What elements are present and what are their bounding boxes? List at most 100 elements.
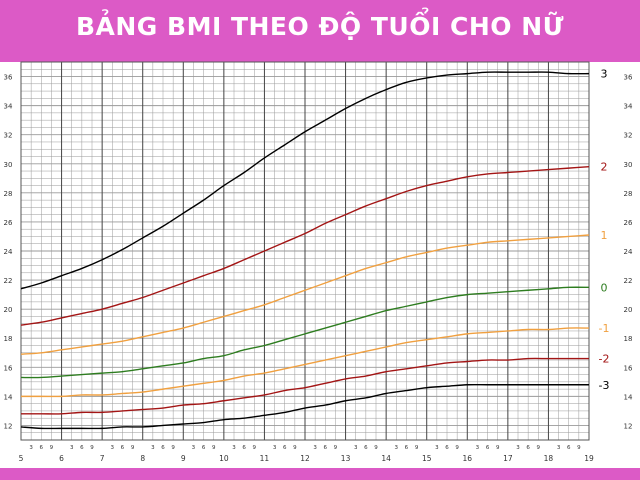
x-tick-label: 13 (341, 454, 351, 463)
x-minor-label: 9 (374, 445, 378, 451)
x-minor-label: 3 (70, 445, 74, 451)
x-minor-label: 3 (313, 445, 317, 451)
series-line-0 (20, 286, 590, 379)
series-line-2 (20, 165, 590, 326)
x-minor-label: 9 (131, 445, 135, 451)
series-label-0: 0 (601, 281, 608, 294)
y-tick-label-left: 20 (4, 306, 13, 314)
y-tick-label-right: 24 (624, 248, 633, 256)
series-label-1: 1 (601, 229, 608, 242)
x-tick-label: 15 (422, 454, 432, 463)
x-minor-label: 9 (212, 445, 216, 451)
y-tick-label-right: 12 (624, 422, 633, 430)
chart-title: BẢNG BMI THEO ĐỘ TUỔI CHO NỮ (75, 12, 565, 41)
y-tick-label-right: 18 (624, 335, 633, 343)
x-minor-label: 3 (29, 445, 33, 451)
x-minor-label: 3 (273, 445, 277, 451)
y-tick-label-right: 20 (624, 306, 633, 314)
x-minor-label: 9 (171, 445, 175, 451)
y-tick-label-left: 34 (4, 103, 13, 111)
y-tick-label-right: 22 (624, 277, 633, 285)
x-tick-label: 17 (503, 454, 513, 463)
x-minor-label: 9 (455, 445, 459, 451)
x-minor-label: 6 (121, 445, 125, 451)
x-tick-label: 12 (300, 454, 310, 463)
x-minor-label: 9 (496, 445, 500, 451)
x-minor-label: 3 (476, 445, 480, 451)
x-tick-label: 11 (260, 454, 270, 463)
x-minor-label: 3 (516, 445, 520, 451)
x-minor-label: 6 (283, 445, 287, 451)
y-tick-label-right: 32 (624, 132, 633, 140)
series-line-1 (20, 234, 590, 355)
series-line--3 (20, 383, 589, 430)
series-label--2: -2 (599, 353, 610, 366)
x-minor-label: 3 (232, 445, 236, 451)
x-minor-label: 9 (537, 445, 541, 451)
x-minor-label: 6 (40, 445, 44, 451)
x-minor-label: 6 (526, 445, 530, 451)
x-minor-label: 9 (50, 445, 54, 451)
series-label--3: -3 (599, 379, 610, 392)
x-tick-label: 14 (381, 454, 391, 463)
curves (20, 71, 590, 430)
x-minor-label: 6 (161, 445, 165, 451)
x-minor-label: 9 (90, 445, 94, 451)
y-tick-label-left: 22 (4, 277, 13, 285)
x-minor-label: 3 (151, 445, 155, 451)
series-line-3 (20, 71, 590, 290)
y-tick-label-left: 36 (4, 74, 13, 82)
x-minor-label: 6 (486, 445, 490, 451)
series-label--1: -1 (599, 322, 610, 335)
x-minor-label: 9 (334, 445, 338, 451)
x-minor-label: 6 (445, 445, 449, 451)
y-tick-label-right: 30 (624, 161, 633, 169)
y-tick-label-right: 16 (624, 364, 633, 372)
x-minor-label: 9 (415, 445, 419, 451)
series-line--2 (21, 357, 589, 415)
y-tick-label-right: 28 (624, 190, 633, 198)
series-line--1 (21, 327, 590, 398)
series-label-2: 2 (601, 161, 608, 174)
x-tick-label: 18 (544, 454, 554, 463)
x-tick-label: 19 (584, 454, 594, 463)
plot-frame (20, 61, 590, 441)
plot-background (0, 62, 640, 468)
y-tick-label-right: 26 (624, 219, 633, 227)
x-minor-label: 3 (557, 445, 561, 451)
x-minor-label: 3 (395, 445, 399, 451)
x-tick-label: 6 (59, 454, 64, 463)
y-tick-label-left: 14 (4, 393, 13, 401)
y-tick-label-left: 12 (4, 422, 13, 430)
x-tick-label: 7 (100, 454, 105, 463)
x-minor-label: 3 (192, 445, 196, 451)
y-tick-label-right: 34 (624, 103, 633, 111)
y-tick-label-right: 14 (624, 393, 633, 401)
y-tick-label-left: 24 (4, 248, 13, 256)
x-tick-label: 9 (181, 454, 186, 463)
x-tick-label: 10 (219, 454, 229, 463)
x-minor-label: 3 (435, 445, 439, 451)
x-minor-label: 6 (364, 445, 368, 451)
x-tick-label: 8 (140, 454, 145, 463)
x-minor-label: 9 (253, 445, 257, 451)
x-tick-label: 16 (463, 454, 473, 463)
x-minor-label: 9 (293, 445, 297, 451)
x-minor-label: 6 (242, 445, 246, 451)
y-tick-label-left: 30 (4, 161, 13, 169)
x-minor-label: 9 (577, 445, 581, 451)
x-tick-label: 5 (19, 454, 24, 463)
y-tick-label-left: 16 (4, 364, 13, 372)
y-tick-label-left: 18 (4, 335, 13, 343)
x-minor-label: 6 (202, 445, 206, 451)
y-tick-label-left: 28 (4, 190, 13, 198)
y-tick-label-left: 32 (4, 132, 13, 140)
x-minor-label: 6 (405, 445, 409, 451)
x-minor-label: 6 (324, 445, 328, 451)
x-minor-label: 6 (80, 445, 84, 451)
y-tick-label-left: 26 (4, 219, 13, 227)
x-minor-label: 3 (354, 445, 358, 451)
series-label-3: 3 (601, 68, 608, 81)
